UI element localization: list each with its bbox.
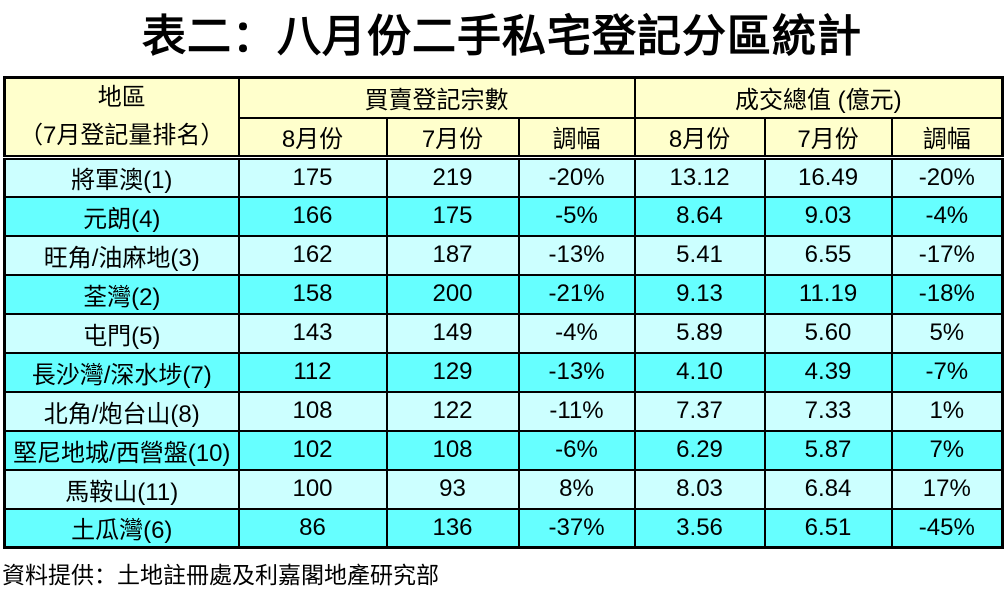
- count-aug-cell: 108: [237, 390, 388, 432]
- count-change-cell: -13%: [517, 351, 636, 393]
- count-change-cell: -13%: [517, 234, 636, 276]
- value-change-cell: -7%: [890, 351, 1004, 393]
- value-change-cell: 17%: [890, 468, 1004, 510]
- value-change-cell: 1%: [890, 390, 1004, 432]
- count-jul-cell: 108: [385, 429, 520, 471]
- district-header-line1: 地區: [97, 84, 146, 111]
- value-aug-cell: 6.29: [633, 429, 766, 471]
- value-jul-cell: 6.84: [763, 468, 893, 510]
- table-row: 長沙灣/深水埗(7) 112 129 -13% 4.10 4.39 -7%: [3, 351, 1004, 393]
- value-change-cell: -18%: [890, 273, 1004, 315]
- value-group-header: 成交總值 (億元): [633, 76, 1004, 119]
- value-change-cell: 7%: [890, 429, 1004, 471]
- value-jul-cell: 7.33: [763, 390, 893, 432]
- count-jul-cell: 129: [385, 351, 520, 393]
- district-cell: 長沙灣/深水埗(7): [3, 351, 240, 393]
- count-aug-cell: 166: [237, 195, 388, 237]
- district-stats-table: 地區 （7月登記量排名） 買賣登記宗數 成交總值 (億元) 8月份 7月份 調幅…: [3, 76, 1004, 549]
- table-header: 地區 （7月登記量排名） 買賣登記宗數 成交總值 (億元) 8月份 7月份 調幅…: [3, 76, 1004, 160]
- count-aug-cell: 100: [237, 468, 388, 510]
- value-aug-header: 8月份: [633, 116, 766, 160]
- table-row: 將軍澳(1) 175 219 -20% 13.12 16.49 -20%: [3, 156, 1004, 198]
- count-aug-header: 8月份: [237, 116, 388, 160]
- value-jul-cell: 4.39: [763, 351, 893, 393]
- count-aug-cell: 112: [237, 351, 388, 393]
- count-change-cell: -37%: [517, 507, 636, 549]
- value-aug-cell: 9.13: [633, 273, 766, 315]
- table-row: 旺角/油麻地(3) 162 187 -13% 5.41 6.55 -17%: [3, 234, 1004, 276]
- count-aug-cell: 175: [237, 156, 388, 198]
- count-jul-cell: 122: [385, 390, 520, 432]
- district-cell: 將軍澳(1): [3, 156, 240, 198]
- value-change-cell: 5%: [890, 312, 1004, 354]
- source-note: 資料提供：土地註冊處及利嘉閣地產研究部: [2, 562, 439, 588]
- count-aug-cell: 102: [237, 429, 388, 471]
- district-cell: 元朗(4): [3, 195, 240, 237]
- header-group-row: 地區 （7月登記量排名） 買賣登記宗數 成交總值 (億元): [3, 76, 1004, 160]
- district-cell: 土瓜灣(6): [3, 507, 240, 549]
- value-aug-cell: 5.89: [633, 312, 766, 354]
- value-aug-cell: 3.56: [633, 507, 766, 549]
- count-change-cell: -6%: [517, 429, 636, 471]
- value-aug-cell: 7.37: [633, 390, 766, 432]
- count-jul-cell: 219: [385, 156, 520, 198]
- count-aug-cell: 143: [237, 312, 388, 354]
- value-aug-cell: 4.10: [633, 351, 766, 393]
- value-jul-cell: 6.51: [763, 507, 893, 549]
- value-aug-cell: 8.64: [633, 195, 766, 237]
- table-row: 北角/炮台山(8) 108 122 -11% 7.37 7.33 1%: [3, 390, 1004, 432]
- table-row: 屯門(5) 143 149 -4% 5.89 5.60 5%: [3, 312, 1004, 354]
- value-change-cell: -45%: [890, 507, 1004, 549]
- count-jul-cell: 200: [385, 273, 520, 315]
- value-jul-cell: 5.60: [763, 312, 893, 354]
- count-jul-cell: 149: [385, 312, 520, 354]
- count-jul-cell: 136: [385, 507, 520, 549]
- value-jul-cell: 5.87: [763, 429, 893, 471]
- table-row: 土瓜灣(6) 86 136 -37% 3.56 6.51 -45%: [3, 507, 1004, 549]
- value-change-cell: -17%: [890, 234, 1004, 276]
- value-change-header: 調幅: [890, 116, 1004, 160]
- count-aug-cell: 86: [237, 507, 388, 549]
- count-change-cell: 8%: [517, 468, 636, 510]
- value-jul-cell: 6.55: [763, 234, 893, 276]
- table-row: 荃灣(2) 158 200 -21% 9.13 11.19 -18%: [3, 273, 1004, 315]
- district-cell: 堅尼地城/西營盤(10): [3, 429, 240, 471]
- value-jul-header: 7月份: [763, 116, 893, 160]
- value-jul-cell: 11.19: [763, 273, 893, 315]
- count-change-cell: -21%: [517, 273, 636, 315]
- district-cell: 旺角/油麻地(3): [3, 234, 240, 276]
- count-change-cell: -4%: [517, 312, 636, 354]
- count-aug-cell: 162: [237, 234, 388, 276]
- district-column-header: 地區 （7月登記量排名）: [3, 76, 240, 160]
- district-cell: 北角/炮台山(8): [3, 390, 240, 432]
- value-jul-cell: 16.49: [763, 156, 893, 198]
- value-aug-cell: 13.12: [633, 156, 766, 198]
- count-change-cell: -20%: [517, 156, 636, 198]
- value-aug-cell: 8.03: [633, 468, 766, 510]
- count-jul-cell: 187: [385, 234, 520, 276]
- value-change-cell: -20%: [890, 156, 1004, 198]
- table-body: 將軍澳(1) 175 219 -20% 13.12 16.49 -20% 元朗(…: [3, 156, 1004, 549]
- count-group-header: 買賣登記宗數: [237, 76, 636, 119]
- count-change-cell: -5%: [517, 195, 636, 237]
- page-title: 表二：八月份二手私宅登記分區統計: [142, 12, 862, 61]
- value-aug-cell: 5.41: [633, 234, 766, 276]
- count-aug-cell: 158: [237, 273, 388, 315]
- district-header-line2: （7月登記量排名）: [19, 122, 225, 149]
- value-change-cell: -4%: [890, 195, 1004, 237]
- table-row: 馬鞍山(11) 100 93 8% 8.03 6.84 17%: [3, 468, 1004, 510]
- district-cell: 馬鞍山(11): [3, 468, 240, 510]
- value-jul-cell: 9.03: [763, 195, 893, 237]
- count-change-header: 調幅: [517, 116, 636, 160]
- count-jul-cell: 175: [385, 195, 520, 237]
- count-jul-header: 7月份: [385, 116, 520, 160]
- district-cell: 屯門(5): [3, 312, 240, 354]
- table-row: 堅尼地城/西營盤(10) 102 108 -6% 6.29 5.87 7%: [3, 429, 1004, 471]
- table-row: 元朗(4) 166 175 -5% 8.64 9.03 -4%: [3, 195, 1004, 237]
- header-sub-row: 8月份 7月份 調幅 8月份 7月份 調幅: [5, 116, 1004, 160]
- count-jul-cell: 93: [385, 468, 520, 510]
- count-change-cell: -11%: [517, 390, 636, 432]
- district-cell: 荃灣(2): [3, 273, 240, 315]
